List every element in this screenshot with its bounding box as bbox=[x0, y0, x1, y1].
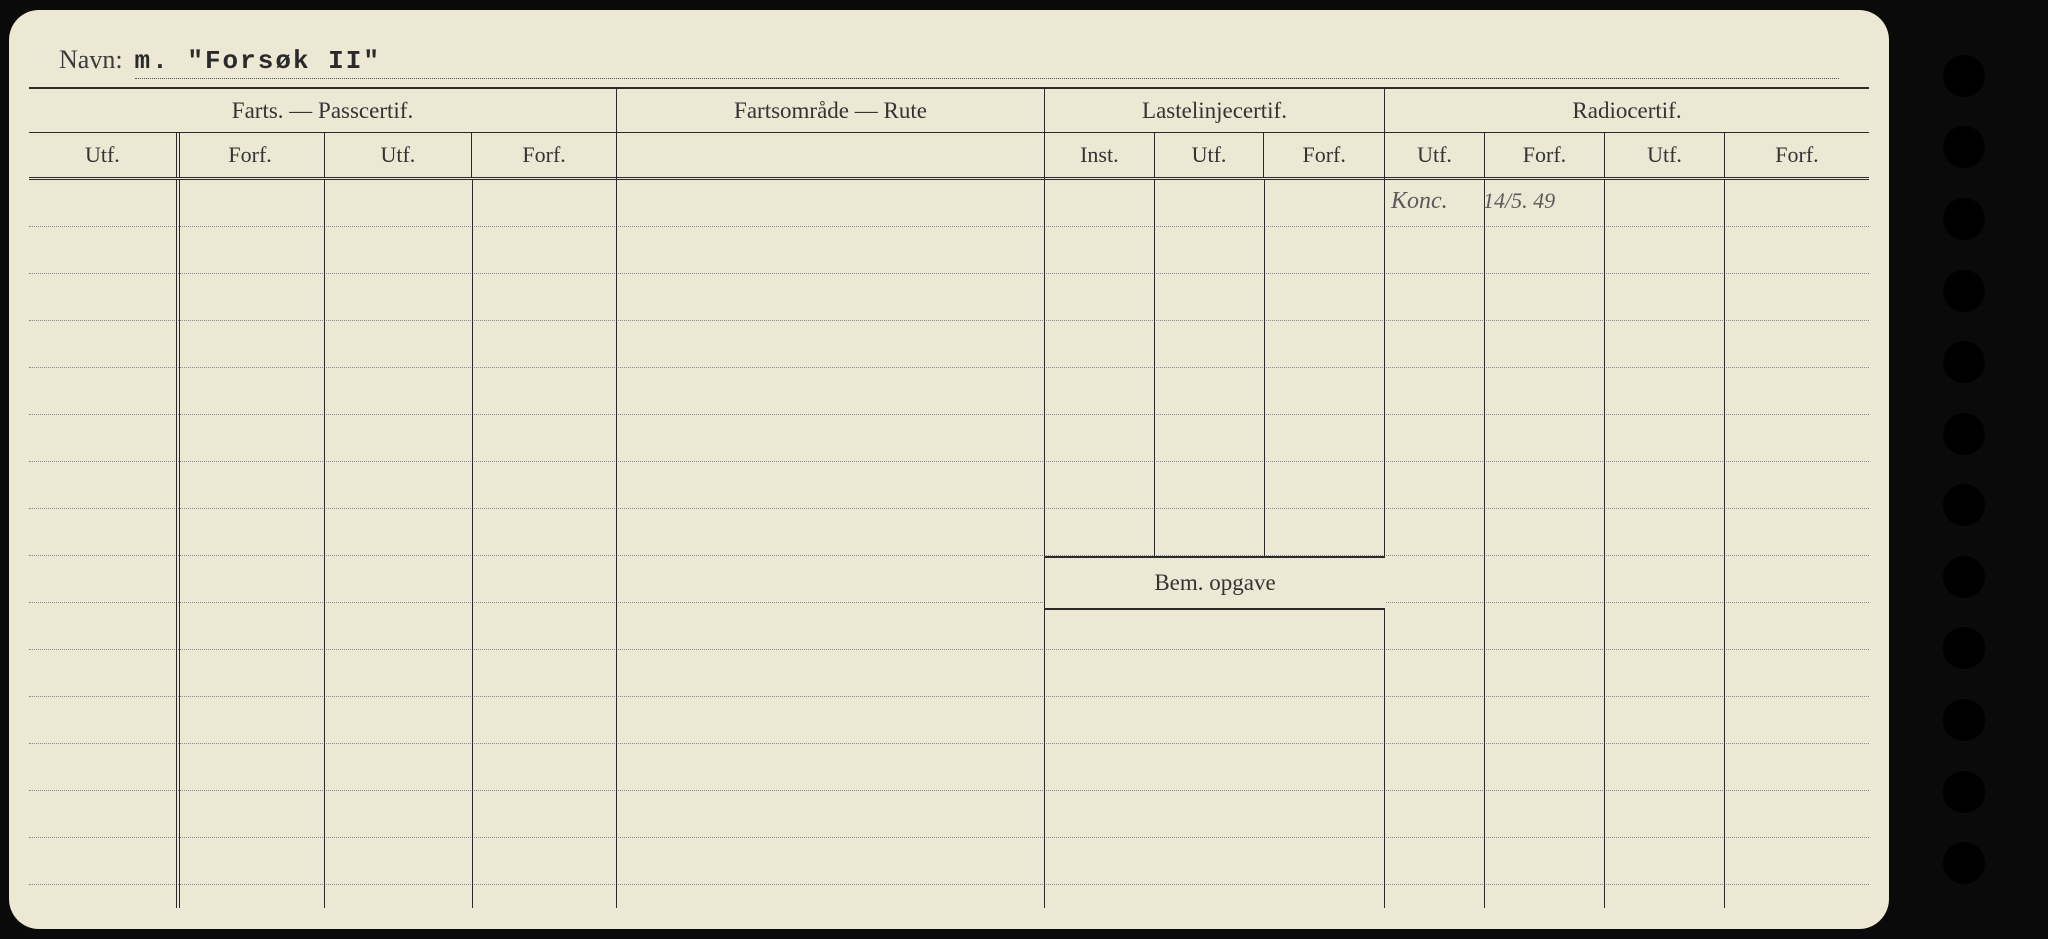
card-wrapper: Navn: m. "Forsøk II" Farts. — Passcertif… bbox=[9, 10, 2039, 929]
col-line bbox=[1725, 180, 1869, 908]
sh-utf-4: Utf. bbox=[1385, 133, 1485, 177]
header-radio: Radiocertif. bbox=[1385, 89, 1869, 132]
navn-label: Navn: bbox=[59, 45, 123, 75]
sh-inst: Inst. bbox=[1045, 133, 1155, 177]
col-line bbox=[1045, 180, 1155, 556]
punch-hole bbox=[1943, 627, 1985, 669]
handwritten-utf: Konc. bbox=[1391, 188, 1448, 215]
punch-holes bbox=[1889, 10, 2039, 929]
body-area: Bem. opgave Konc. 14/5. 49 bbox=[29, 180, 1869, 908]
header-lastelinje: Lastelinjecertif. bbox=[1045, 89, 1385, 132]
sh-utf-1: Utf. bbox=[29, 133, 177, 177]
col-line bbox=[617, 180, 1045, 908]
col-line bbox=[1385, 180, 1485, 908]
punch-hole bbox=[1943, 484, 1985, 526]
col-line bbox=[1155, 180, 1265, 556]
punch-hole bbox=[1943, 771, 1985, 813]
col-line bbox=[1265, 180, 1385, 908]
index-card: Navn: m. "Forsøk II" Farts. — Passcertif… bbox=[9, 10, 1889, 929]
punch-hole bbox=[1943, 126, 1985, 168]
sub-group-radio: Utf. Forf. Utf. Forf. bbox=[1385, 133, 1869, 177]
sh-forf-2: Forf. bbox=[472, 133, 616, 177]
col-line bbox=[177, 180, 325, 908]
col-line bbox=[1485, 180, 1605, 908]
sub-group-farts-rute bbox=[617, 133, 1045, 177]
handwritten-forf: 14/5. 49 bbox=[1483, 188, 1555, 214]
bem-opgave-header: Bem. opgave bbox=[1045, 558, 1385, 610]
col-line bbox=[29, 180, 177, 908]
header-farts-pass: Farts. — Passcertif. bbox=[29, 89, 617, 132]
punch-hole bbox=[1943, 270, 1985, 312]
column-lines bbox=[29, 180, 1869, 908]
sub-group-farts: Utf. Forf. Utf. Forf. bbox=[29, 133, 617, 177]
punch-hole bbox=[1943, 413, 1985, 455]
punch-hole bbox=[1943, 556, 1985, 598]
header-fartsomrade: Fartsområde — Rute bbox=[617, 89, 1045, 132]
navn-row: Navn: m. "Forsøk II" bbox=[29, 40, 1869, 87]
col-line bbox=[325, 180, 473, 908]
sh-utf-5: Utf. bbox=[1605, 133, 1725, 177]
punch-hole bbox=[1943, 341, 1985, 383]
sub-headers: Utf. Forf. Utf. Forf. Inst. Utf. Forf. U… bbox=[29, 133, 1869, 177]
sub-group-laste: Inst. Utf. Forf. bbox=[1045, 133, 1385, 177]
top-headers: Farts. — Passcertif. Fartsområde — Rute … bbox=[29, 89, 1869, 133]
sh-rute bbox=[617, 133, 1044, 177]
table-area: Farts. — Passcertif. Fartsområde — Rute … bbox=[29, 87, 1869, 907]
punch-hole bbox=[1943, 699, 1985, 741]
punch-hole bbox=[1943, 55, 1985, 97]
sh-forf-5: Forf. bbox=[1725, 133, 1869, 177]
sh-forf-4: Forf. bbox=[1485, 133, 1605, 177]
punch-hole bbox=[1943, 198, 1985, 240]
sh-forf-1: Forf. bbox=[177, 133, 325, 177]
col-line bbox=[1605, 180, 1725, 908]
bem-opgave-box: Bem. opgave bbox=[1045, 556, 1385, 610]
col-line bbox=[473, 180, 617, 908]
sh-forf-3: Forf. bbox=[1264, 133, 1384, 177]
sh-utf-3: Utf. bbox=[1155, 133, 1265, 177]
punch-hole bbox=[1943, 842, 1985, 884]
navn-value: m. "Forsøk II" bbox=[135, 46, 1839, 79]
sh-utf-2: Utf. bbox=[325, 133, 473, 177]
